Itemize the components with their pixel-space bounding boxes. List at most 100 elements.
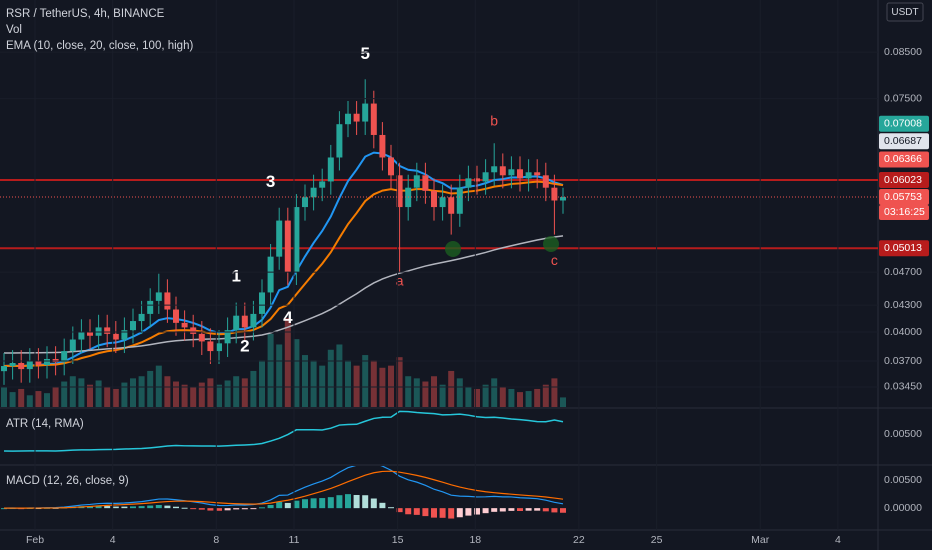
candle-body	[147, 300, 154, 314]
macd-histogram	[95, 505, 102, 509]
candle-body	[336, 124, 343, 158]
volume-bar	[224, 380, 231, 407]
volume-bar	[164, 376, 171, 407]
x-tick-label: 4	[835, 534, 841, 546]
wave-label: b	[490, 112, 498, 128]
wave-label: 3	[266, 172, 275, 191]
macd-histogram	[370, 498, 377, 509]
candle-body	[379, 134, 386, 158]
volume-bar	[499, 386, 506, 407]
volume-bar	[207, 378, 214, 407]
wave-label: 2	[240, 337, 249, 356]
macd-histogram	[560, 508, 566, 513]
candle-body	[207, 341, 214, 352]
macd-histogram	[284, 502, 291, 509]
volume-bar	[267, 333, 274, 407]
macd-histogram	[121, 506, 128, 509]
candle-body	[508, 169, 515, 176]
price-label: 0.06687	[884, 135, 922, 147]
atr-legend: ATR (14, RMA)	[6, 418, 84, 430]
y-tick-label: 0.04000	[884, 326, 922, 338]
x-tick-label: 22	[573, 534, 585, 546]
macd-histogram	[250, 508, 257, 510]
macd-histogram	[267, 504, 274, 509]
wave-label: 1	[231, 266, 240, 285]
volume-bar	[370, 360, 377, 407]
macd-histogram	[138, 506, 145, 509]
macd-histogram	[233, 508, 240, 510]
candle-body	[259, 292, 265, 314]
candle-body	[69, 339, 76, 352]
volume-bar	[233, 376, 240, 407]
countdown: 03:16:25	[884, 206, 925, 218]
volume-bar	[353, 365, 360, 407]
candle-body	[104, 327, 111, 334]
candle-body	[362, 103, 369, 122]
atr-pane	[3, 410, 564, 452]
volume-bar	[327, 349, 334, 407]
volume-bar	[61, 381, 68, 407]
candle-body	[216, 343, 222, 352]
wave-label: 4	[283, 308, 293, 327]
macd-histogram	[293, 500, 300, 509]
macd-histogram	[336, 495, 343, 509]
volume-bar	[551, 378, 558, 407]
candle-body	[499, 166, 506, 176]
candle-body	[198, 333, 205, 342]
macd-histogram	[87, 506, 93, 509]
macd-histogram	[482, 508, 489, 514]
macd-histogram	[456, 508, 463, 518]
price-label: 0.07008	[884, 118, 922, 130]
candle-body	[276, 220, 283, 257]
volume-bar	[104, 386, 111, 407]
volume-bar	[121, 382, 128, 407]
macd-histogram	[491, 508, 498, 512]
volume-bar	[173, 381, 179, 407]
volume-bar	[241, 378, 248, 407]
volume-bar	[276, 344, 283, 407]
candle-body	[431, 190, 437, 208]
macd-histogram	[465, 508, 472, 516]
candle-body	[551, 187, 558, 201]
macd-histogram	[259, 507, 265, 509]
x-tick-label: Feb	[26, 534, 44, 546]
volume-bar	[69, 376, 76, 407]
volume-bar	[18, 388, 25, 407]
volume-bar	[405, 376, 412, 407]
volume-bar	[388, 365, 394, 407]
volume-bar	[379, 367, 386, 407]
candle-body	[482, 172, 489, 182]
candle-body	[302, 197, 308, 208]
ema-line	[3, 235, 564, 354]
volume-bar	[525, 391, 532, 407]
candle-body	[155, 292, 162, 301]
candle-body	[241, 315, 248, 328]
currency-box[interactable]	[886, 2, 924, 22]
macd-histogram	[147, 505, 154, 509]
volume-bar	[560, 397, 566, 407]
main-pane: 5 3 1 2 4 a b c	[0, 44, 878, 407]
volume-bar	[250, 370, 257, 407]
macd-histogram	[345, 494, 351, 509]
volume-bar	[448, 370, 455, 407]
macd-histogram	[198, 508, 205, 510]
candle-body	[422, 175, 429, 191]
currency[interactable]: USDT	[891, 7, 918, 18]
x-tick-label: 18	[469, 534, 481, 546]
macd-histogram	[319, 498, 326, 509]
volume-bar	[78, 378, 85, 407]
y-tick-label: 0.04300	[884, 299, 922, 311]
candle-body	[173, 309, 179, 323]
candle-body	[1, 366, 7, 372]
symbol-title: RSR / TetherUS, 4h, BINANCE	[6, 8, 165, 20]
macd-histogram	[276, 501, 283, 509]
candle-body	[474, 178, 480, 182]
candle-body	[345, 113, 351, 125]
volume-bar	[190, 386, 197, 407]
macd-histogram	[551, 508, 558, 513]
volume-bar	[319, 365, 326, 407]
volume-bar	[259, 360, 265, 407]
candle-body	[138, 313, 145, 322]
